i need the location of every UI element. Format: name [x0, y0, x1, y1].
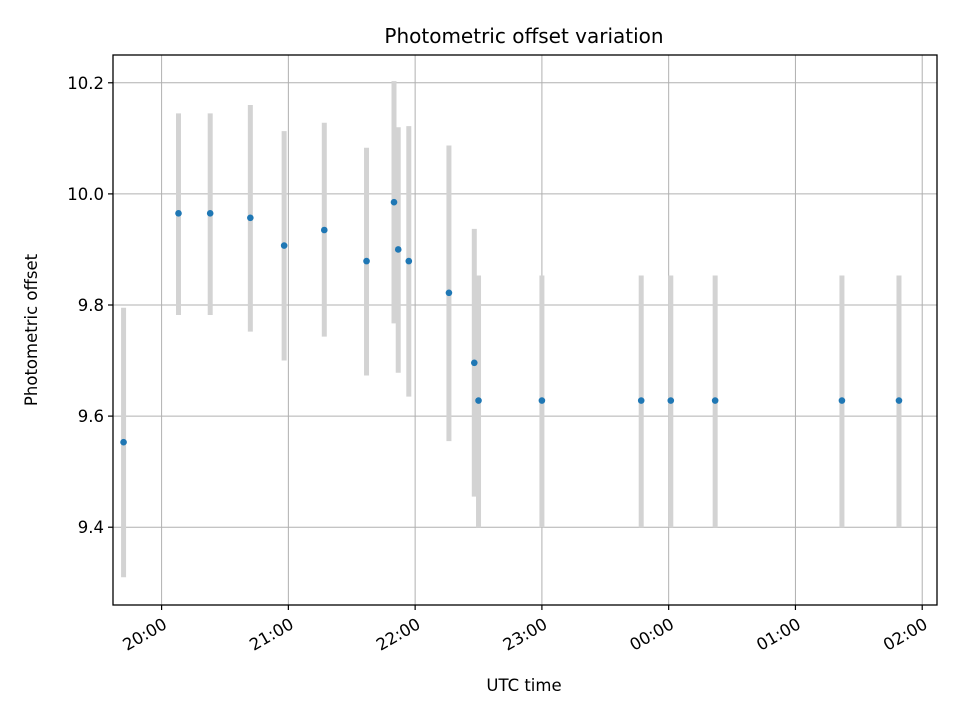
- data-point: [206, 210, 214, 217]
- data-point: [247, 214, 254, 222]
- x-axis-label: UTC time: [486, 676, 561, 695]
- y-tick-label: 9.6: [78, 407, 104, 426]
- data-point: [320, 226, 328, 234]
- data-point: [475, 397, 482, 404]
- y-tick-label: 9.8: [78, 296, 104, 315]
- chart-title: Photometric offset variation: [384, 24, 663, 48]
- data-point: [470, 359, 478, 367]
- data-point: [538, 397, 546, 404]
- data-point: [637, 397, 645, 404]
- data-point: [363, 257, 370, 265]
- data-point: [175, 210, 182, 217]
- plot-frame: [112, 54, 938, 606]
- y-tick-label: 9.4: [78, 518, 104, 537]
- y-tick-label: 10.0: [67, 185, 104, 204]
- data-point: [390, 198, 398, 206]
- y-axis-label: Photometric offset: [22, 253, 41, 406]
- data-point: [120, 438, 127, 446]
- data-point: [405, 257, 413, 265]
- data-point: [394, 246, 402, 253]
- data-point: [280, 242, 288, 249]
- grid: [113, 55, 937, 605]
- data-point: [895, 397, 903, 404]
- y-tick-label: 10.2: [67, 74, 104, 93]
- data-point: [667, 397, 675, 404]
- data-points: [120, 198, 903, 446]
- data-point: [838, 397, 846, 404]
- data-point: [711, 397, 719, 404]
- data-point: [445, 289, 453, 297]
